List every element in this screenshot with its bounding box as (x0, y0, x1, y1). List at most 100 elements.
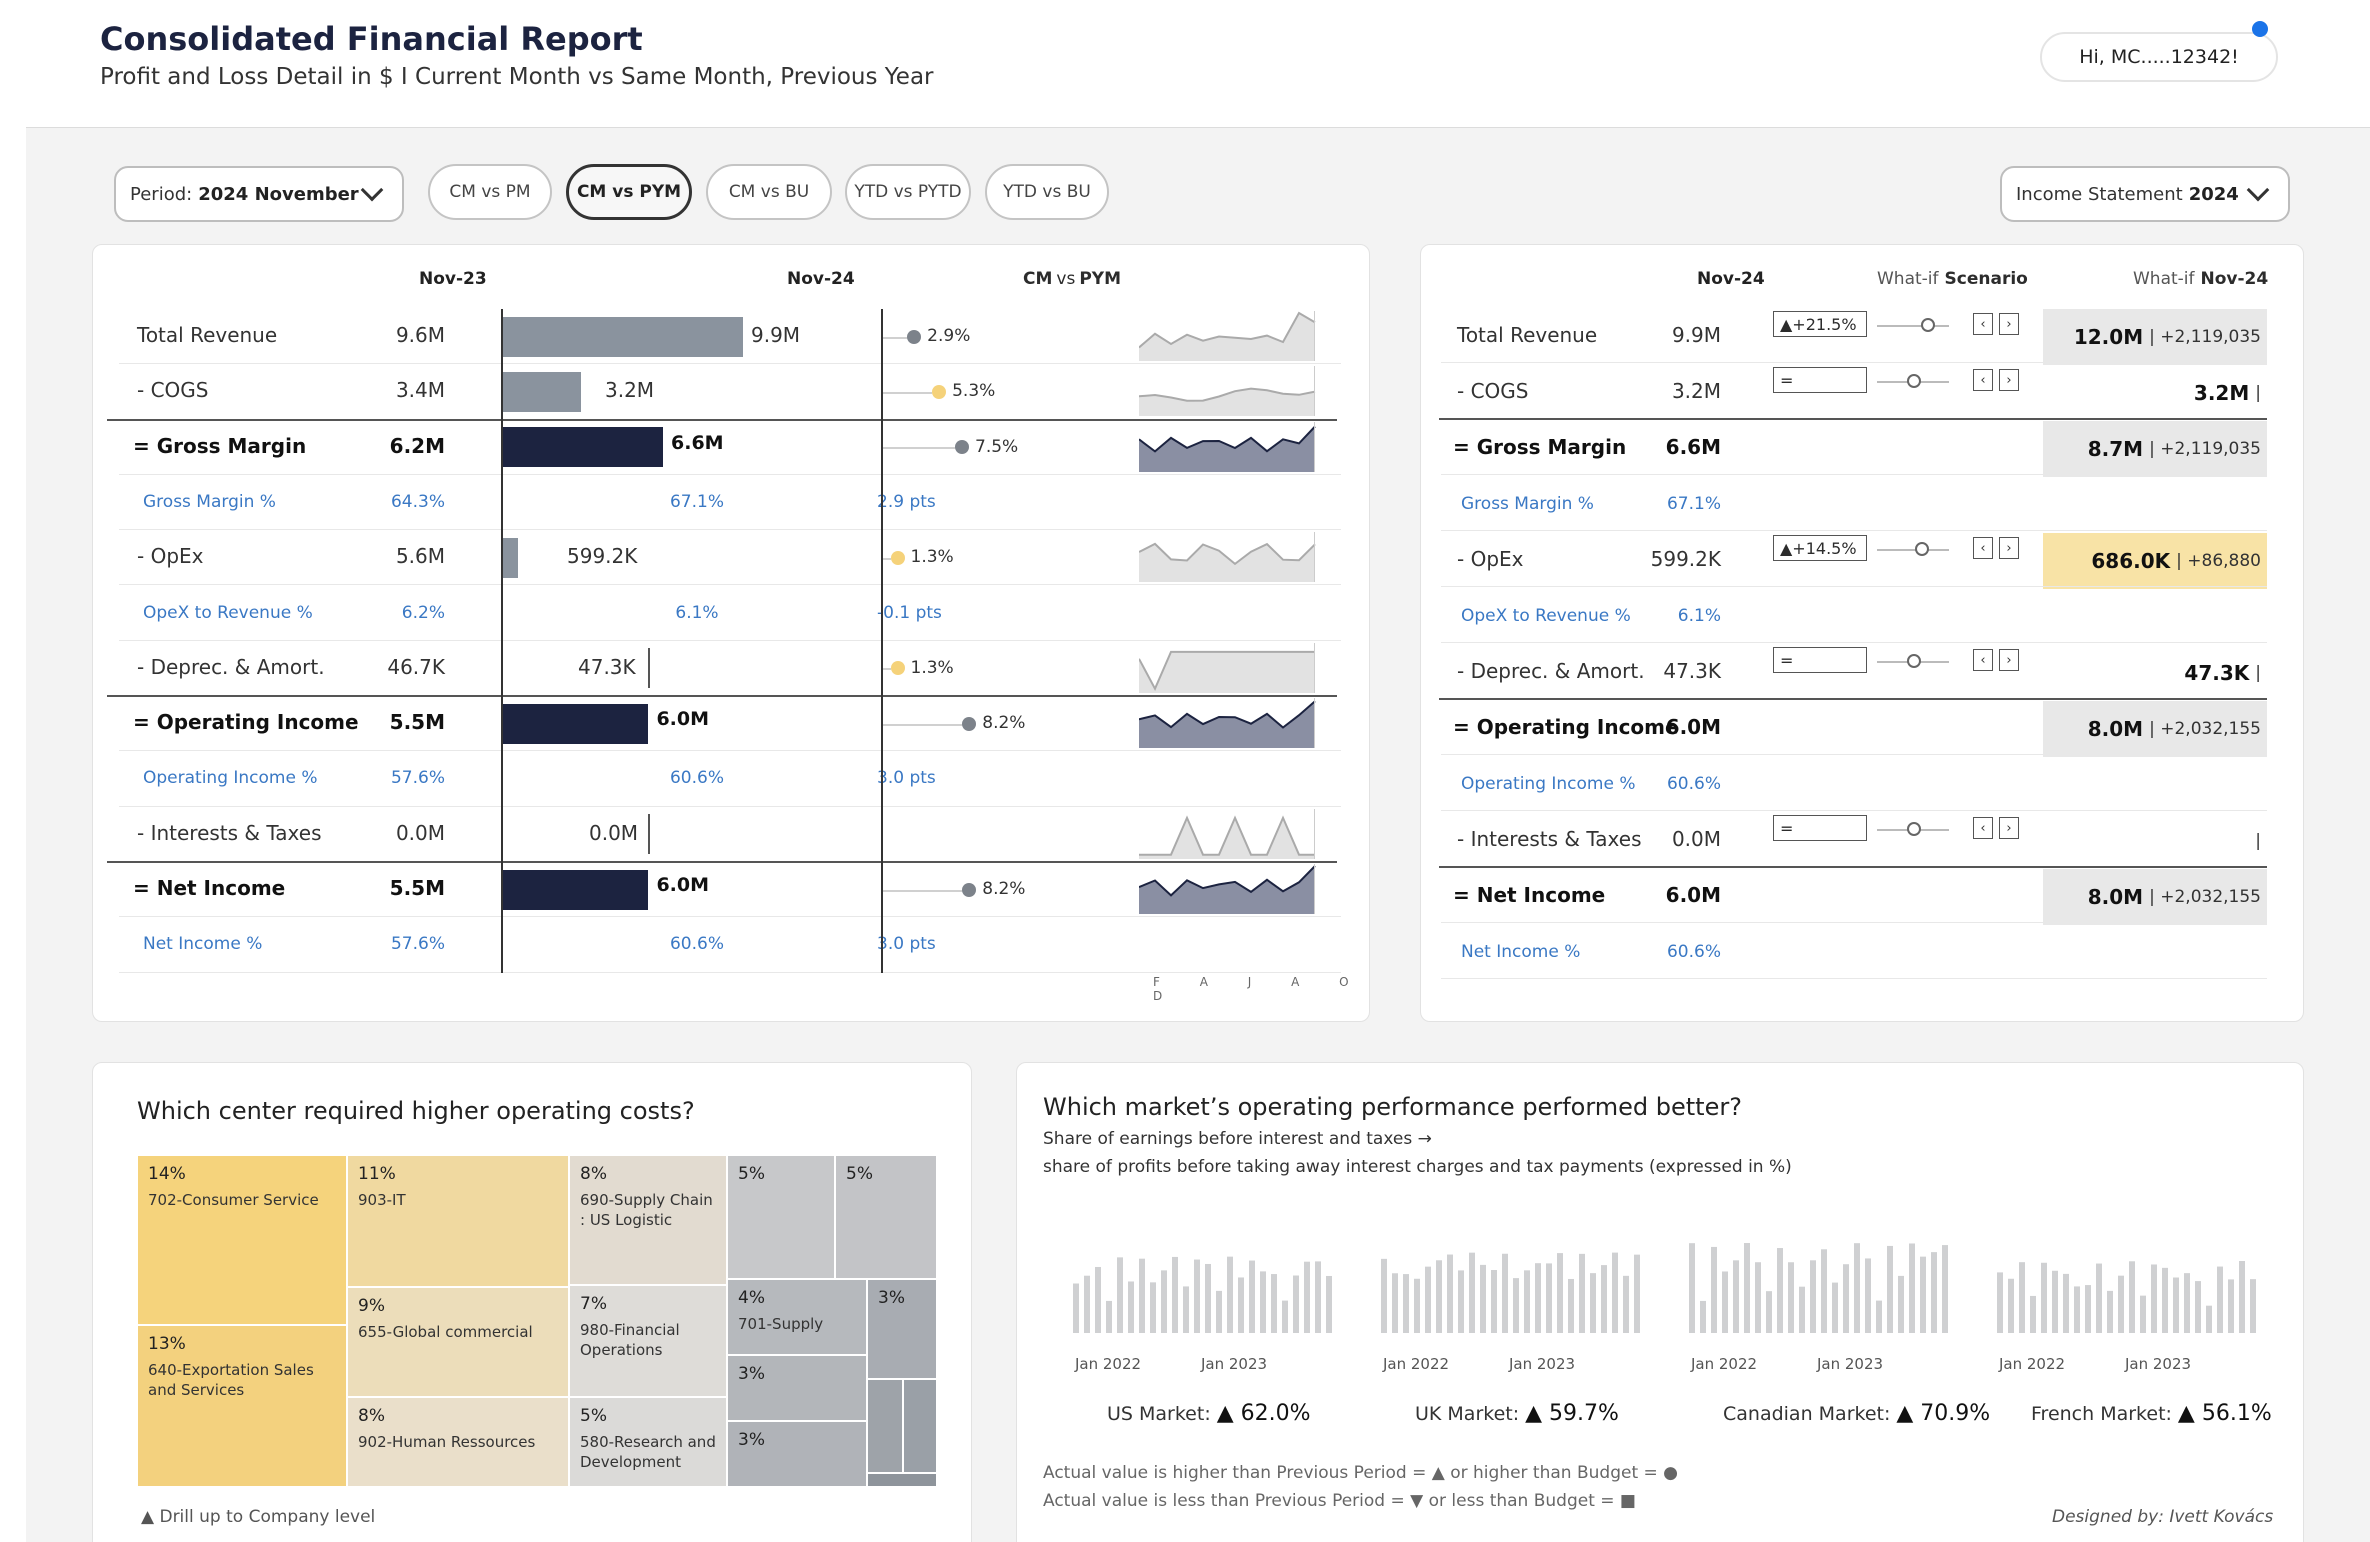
market-bar (1106, 1300, 1112, 1333)
markets-desc-1: Share of earnings before interest and ta… (1043, 1129, 1432, 1149)
whatif-row: - Interests & Taxes 0.0M = ‹ › | (1421, 811, 2303, 868)
treemap-title: Which center required higher operating c… (137, 1097, 695, 1125)
market-bar (1480, 1264, 1486, 1333)
scenario-slider[interactable] (1877, 325, 1949, 327)
increment-button[interactable]: › (1999, 537, 2019, 559)
period-dropdown[interactable]: Period: 2024 November (114, 166, 404, 222)
variance-stem (883, 723, 963, 726)
slider-knob[interactable] (1907, 654, 1921, 668)
treemap-tile[interactable]: 7% 980-Financial Operations (569, 1285, 727, 1397)
treemap-tile-small[interactable] (867, 1473, 937, 1487)
sparkline-edge (1314, 642, 1315, 693)
user-greeting-button[interactable]: Hi, MC.....12342! (2040, 32, 2278, 82)
treemap-tile[interactable]: 5% (727, 1155, 835, 1279)
treemap-tile-small[interactable] (903, 1379, 937, 1473)
tab-ytd-vs-pytd[interactable]: YTD vs PYTD (845, 164, 971, 220)
tile-percent: 3% (878, 1288, 905, 1308)
tile-name: 690-Supply Chain : US Logistic (580, 1191, 713, 1229)
notification-dot-icon (2252, 21, 2268, 37)
decrement-button[interactable]: ‹ (1973, 369, 1993, 391)
slider-knob[interactable] (1907, 822, 1921, 836)
tile-percent: 4% (738, 1288, 765, 1308)
market-value: ▲ 56.1% (2177, 1401, 2272, 1426)
variance-stem (883, 447, 955, 450)
tab-cm-vs-pm[interactable]: CM vs PM (428, 164, 552, 220)
decrement-button[interactable]: ‹ (1973, 649, 1993, 671)
increment-button[interactable]: › (1999, 817, 2019, 839)
decrement-button[interactable]: ‹ (1973, 537, 1993, 559)
market-bar-chart (1997, 1261, 2256, 1333)
treemap-tile[interactable]: 8% 690-Supply Chain : US Logistic (569, 1155, 727, 1285)
increment-button[interactable]: › (1999, 369, 2019, 391)
decrement-button[interactable]: ‹ (1973, 817, 1993, 839)
legend-line-1: Actual value is higher than Previous Per… (1043, 1463, 1678, 1483)
market-bar (1601, 1265, 1607, 1333)
market-bar (2162, 1267, 2168, 1333)
statement-value: 2024 (2188, 183, 2239, 205)
tile-percent: 5% (738, 1164, 765, 1184)
sparkline-line (1139, 865, 1316, 897)
market-bar-chart (1689, 1243, 1948, 1333)
market-bar (1095, 1266, 1101, 1333)
tile-percent: 3% (738, 1364, 765, 1384)
col-header-curr: Nov-24 (787, 269, 855, 289)
treemap-tile-small[interactable] (867, 1379, 903, 1473)
treemap-tile[interactable]: 5% (835, 1155, 937, 1279)
market-bar (1843, 1264, 1849, 1333)
sparkline-line (1139, 542, 1316, 566)
treemap-tile[interactable]: 4% 701-Supply (727, 1279, 867, 1355)
treemap-tile[interactable]: 3% (727, 1421, 867, 1487)
treemap-tile[interactable]: 14% 702-Consumer Service (137, 1155, 347, 1325)
row-separator (1441, 922, 2267, 923)
treemap-tile[interactable]: 8% 902-Human Ressources (347, 1397, 569, 1487)
col-header-cmp: CM vs PYM (1023, 269, 1121, 289)
treemap-tile[interactable]: 3% (727, 1355, 867, 1421)
curr-value: 9.9M (751, 323, 801, 347)
decrement-button[interactable]: ‹ (1973, 313, 1993, 335)
market-bar (2140, 1295, 2146, 1333)
tab-ytd-vs-bu[interactable]: YTD vs BU (985, 164, 1109, 220)
scenario-input[interactable]: = (1773, 367, 1867, 393)
increment-button[interactable]: › (1999, 649, 2019, 671)
scenario-input[interactable]: ▲+14.5% (1773, 535, 1867, 561)
treemap-tile[interactable]: 13% 640-Exportation Sales and Services (137, 1325, 347, 1487)
market-bar (1205, 1263, 1211, 1333)
sparkline-edge (1314, 532, 1315, 583)
variance-dot (890, 550, 905, 565)
scenario-input[interactable]: = (1773, 815, 1867, 841)
increment-button[interactable]: › (1999, 313, 2019, 335)
treemap-tile[interactable]: 11% 903-IT (347, 1155, 569, 1287)
scenario-input[interactable]: = (1773, 647, 1867, 673)
market-bar (2041, 1262, 2047, 1333)
axis-label-mid: Jan 2023 (2125, 1355, 2192, 1373)
tab-cm-vs-pym[interactable]: CM vs PYM (566, 164, 692, 220)
slider-knob[interactable] (1907, 374, 1921, 388)
whatif-row: - OpEx 599.2K ▲+14.5% ‹ › 686.0K | +86,880 (1421, 531, 2303, 589)
treemap-tile[interactable]: 3% (867, 1279, 937, 1379)
table-row: = Gross Margin 6.2M 6.6M 7.5% (93, 420, 1369, 475)
slider-knob[interactable] (1915, 542, 1929, 556)
curr-value: 60.6% (1666, 774, 1721, 794)
statement-dropdown[interactable]: Income Statement 2024 (2000, 166, 2290, 222)
market-bar (2217, 1266, 2223, 1333)
tile-name: 702-Consumer Service (148, 1191, 319, 1209)
value-bar (503, 869, 649, 910)
value-bar (503, 703, 649, 744)
scenario-slider[interactable] (1877, 549, 1949, 551)
market-bar (1469, 1252, 1475, 1333)
drill-up-link[interactable]: ▲ Drill up to Company level (141, 1507, 376, 1527)
treemap-tile[interactable]: 5% 580-Research and Development (569, 1397, 727, 1487)
trend-sparkline (1139, 642, 1315, 693)
tile-percent: 5% (580, 1406, 607, 1426)
curr-value: 3.2M (1671, 379, 1721, 403)
row-separator (107, 695, 1337, 698)
market-bar (2063, 1273, 2069, 1333)
tab-cm-vs-bu[interactable]: CM vs BU (706, 164, 832, 220)
row-label: Operating Income % (143, 768, 318, 789)
slider-knob[interactable] (1921, 318, 1935, 332)
row-label: - Deprec. & Amort. (137, 654, 325, 679)
scenario-input[interactable]: ▲+21.5% (1773, 311, 1867, 337)
market-bar (1381, 1258, 1387, 1333)
row-label: Total Revenue (1457, 323, 1598, 347)
treemap-tile[interactable]: 9% 655-Global commercial (347, 1287, 569, 1397)
